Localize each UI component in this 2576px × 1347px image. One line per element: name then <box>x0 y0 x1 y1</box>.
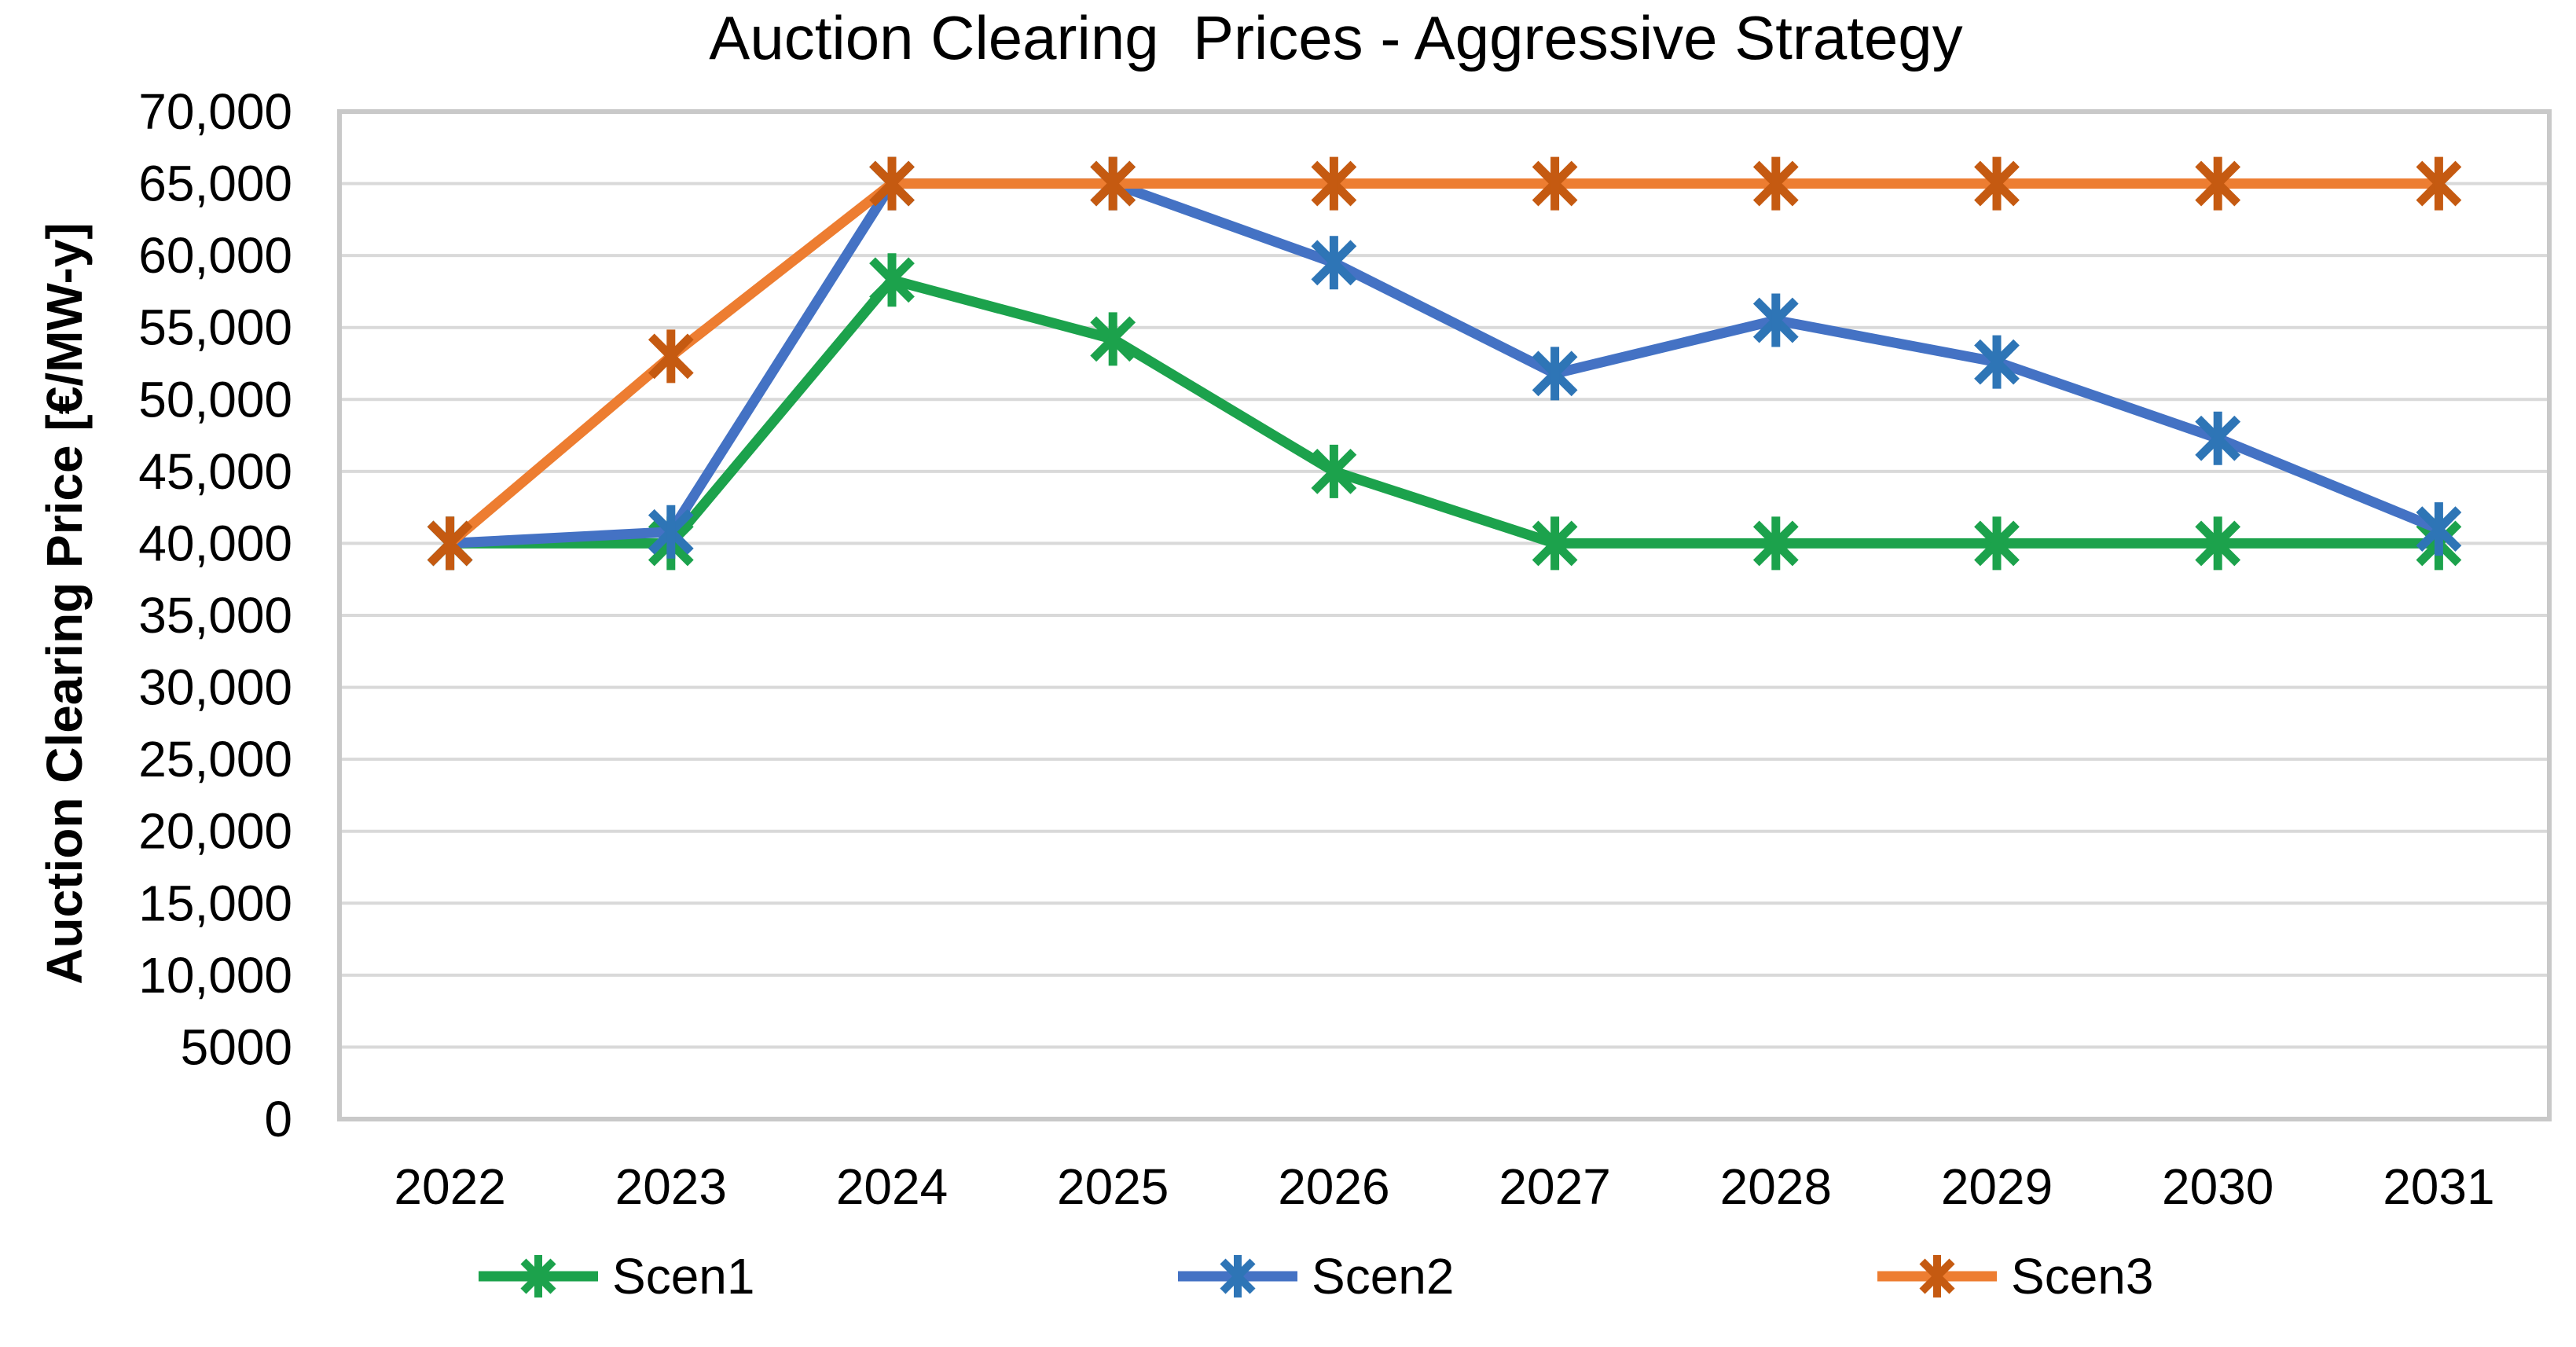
legend: Scen1 Scen2 Scen3 <box>0 1240 2576 1319</box>
legend-swatch-scen3 <box>1877 1255 1997 1297</box>
y-tick-label: 5000 <box>181 1019 292 1075</box>
y-tick-label: 50,000 <box>138 371 292 428</box>
asterisk-marker-scen2-2031 <box>2416 502 2462 556</box>
legend-swatch-scen1 <box>479 1255 598 1297</box>
x-tick-label: 2030 <box>2162 1158 2273 1215</box>
legend-item-scen1: Scen1 <box>475 1240 754 1312</box>
asterisk-marker-scen3-2026 <box>1311 156 1357 211</box>
asterisk-marker-scen3-2022 <box>427 516 473 571</box>
x-tick-label: 2025 <box>1057 1158 1169 1215</box>
asterisk-marker-scen2-2023 <box>648 505 694 559</box>
y-tick-label: 30,000 <box>138 659 292 716</box>
legend-swatch-scen2 <box>1178 1255 1297 1297</box>
x-tick-label: 2028 <box>1720 1158 1832 1215</box>
asterisk-marker-scen2-2030 <box>2195 411 2241 465</box>
y-tick-label: 40,000 <box>138 515 292 571</box>
y-tick-label: 15,000 <box>138 875 292 931</box>
x-tick-label: 2022 <box>394 1158 505 1215</box>
y-tick-label: 65,000 <box>138 156 292 212</box>
gridlines <box>339 110 2549 1121</box>
asterisk-marker-scen1-2027 <box>1532 516 1578 571</box>
y-tick-label: 20,000 <box>138 803 292 860</box>
x-axis-tick-labels: 2022 2023 2024 2025 2026 2027 2028 2029 2030 2031 <box>394 1158 2494 1215</box>
x-tick-label: 2023 <box>615 1158 727 1215</box>
x-tick-label: 2031 <box>2383 1158 2494 1215</box>
series-line-scen1 <box>450 274 2439 549</box>
series-scen3 <box>427 156 2462 571</box>
y-axis-tick-labels: 0 5000 10,000 15,000 20,000 25,000 30,000 35,00… <box>138 83 292 1147</box>
legend-label-scen3: Scen3 <box>2011 1248 2154 1305</box>
plot-border <box>337 109 2552 1121</box>
asterisk-marker-scen1-2029 <box>1974 516 2020 571</box>
asterisk-marker-scen1-2028 <box>1752 516 1799 571</box>
asterisk-marker-scen3-2023 <box>648 329 694 384</box>
asterisk-marker-scen3-2027 <box>1532 156 1578 211</box>
y-tick-label: 70,000 <box>138 83 292 140</box>
asterisk-marker-scen3-2028 <box>1752 156 1799 211</box>
asterisk-marker-scen2-2026 <box>1311 236 1357 290</box>
legend-item-scen3: Scen3 <box>1874 1240 2153 1312</box>
y-tick-label: 60,000 <box>138 227 292 284</box>
x-tick-label: 2029 <box>1941 1158 2053 1215</box>
asterisk-marker-scen3-2031 <box>2416 156 2462 211</box>
asterisk-marker-scen2-2029 <box>1974 335 2020 389</box>
series-line-scen2 <box>450 178 2441 549</box>
asterisk-marker-scen3-2029 <box>1974 156 2020 211</box>
asterisk-marker-scen2-2027 <box>1532 347 1578 401</box>
y-tick-label: 45,000 <box>138 443 292 500</box>
legend-label-scen1: Scen1 <box>612 1248 755 1305</box>
asterisk-marker-icon <box>1919 1255 1955 1297</box>
x-tick-label: 2024 <box>836 1158 948 1215</box>
asterisk-marker-scen3-2024 <box>869 156 915 211</box>
asterisk-marker-scen2-2028 <box>1752 293 1799 347</box>
y-tick-label: 0 <box>264 1091 292 1147</box>
asterisk-marker-scen1-2030 <box>2195 516 2241 571</box>
asterisk-marker-icon <box>1220 1255 1256 1297</box>
y-tick-label: 35,000 <box>138 587 292 644</box>
asterisk-marker-icon <box>520 1255 556 1297</box>
asterisk-marker-scen1-2025 <box>1090 312 1136 366</box>
x-tick-label: 2026 <box>1278 1158 1389 1215</box>
asterisk-marker-scen3-2030 <box>2195 156 2241 211</box>
chart-title: Auction Clearing Prices - Aggressive Str… <box>709 3 1963 72</box>
y-tick-label: 10,000 <box>138 947 292 1004</box>
x-tick-label: 2027 <box>1499 1158 1610 1215</box>
asterisk-marker-scen1-2024 <box>869 253 915 307</box>
y-tick-label: 25,000 <box>138 731 292 787</box>
asterisk-marker-scen1-2026 <box>1311 444 1357 498</box>
legend-item-scen2: Scen2 <box>1175 1240 1454 1312</box>
series-line-scen3 <box>446 178 2439 548</box>
legend-label-scen2: Scen2 <box>1312 1248 1455 1305</box>
y-tick-label: 55,000 <box>138 299 292 356</box>
asterisk-marker-scen3-2025 <box>1090 156 1136 211</box>
